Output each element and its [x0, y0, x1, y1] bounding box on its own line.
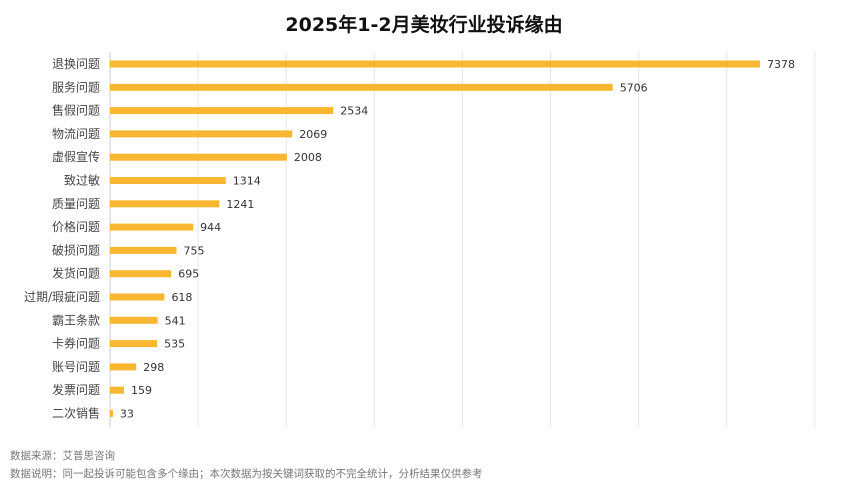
category-label: 过期/瑕疵问题 — [24, 289, 100, 304]
value-label: 159 — [131, 384, 152, 397]
grid-lines — [109, 52, 816, 428]
bars — [110, 60, 760, 417]
category-label: 价格问题 — [52, 219, 100, 234]
value-label: 695 — [178, 268, 199, 281]
bar — [110, 246, 177, 254]
value-label: 1241 — [226, 198, 254, 211]
bar — [110, 200, 220, 208]
value-label: 535 — [164, 338, 185, 351]
bar — [110, 340, 158, 348]
value-label: 944 — [200, 221, 221, 234]
value-labels: 7378 5706 2534 2069 2008 1314 1241 944 755 695 618… — [120, 58, 795, 421]
chart-title: 2025年1-2月美妆行业投诉缘由 — [285, 14, 563, 36]
value-label: 541 — [165, 314, 186, 327]
bar — [110, 270, 172, 278]
data-source-note: 数据来源：艾普思咨询 — [10, 450, 115, 462]
bar — [110, 177, 226, 184]
category-label: 售假问题 — [52, 103, 100, 118]
bar — [110, 130, 293, 138]
category-label: 物流问题 — [52, 127, 100, 141]
value-label: 1314 — [233, 175, 261, 188]
category-label: 发票问题 — [52, 382, 100, 397]
bar — [110, 293, 165, 301]
bar — [110, 83, 613, 91]
value-label: 298 — [143, 361, 164, 374]
category-label: 霸王条款 — [52, 313, 100, 327]
value-label: 2534 — [340, 105, 368, 118]
bar-chart: 退换问题服务问题售假问题物流问题虚假宣传致过敏质量问题价格问题破损问题发货问题过… — [24, 52, 816, 428]
bar — [110, 223, 194, 231]
value-label: 33 — [120, 408, 134, 421]
bar — [110, 316, 158, 324]
value-label: 7378 — [767, 58, 795, 71]
category-label: 退换问题 — [52, 57, 100, 71]
category-label: 账号问题 — [52, 360, 100, 374]
bar — [110, 386, 125, 394]
category-label: 虚假宣传 — [52, 149, 100, 164]
value-label: 2069 — [299, 128, 327, 141]
data-disclaimer-note: 数据说明：同一起投诉可能包含多个缘由；本次数据为按关键词获取的不完全统计，分析结… — [10, 468, 483, 480]
bar — [110, 107, 334, 115]
value-label: 755 — [184, 244, 205, 257]
category-label: 质量问题 — [52, 197, 100, 211]
category-label: 二次销售 — [52, 406, 100, 421]
value-label: 618 — [171, 291, 192, 304]
bar — [110, 363, 137, 371]
bar — [110, 410, 113, 417]
bar — [110, 153, 287, 161]
category-label: 破损问题 — [52, 242, 100, 257]
category-label: 致过敏 — [64, 173, 100, 188]
category-labels: 退换问题服务问题售假问题物流问题虚假宣传致过敏质量问题价格问题破损问题发货问题过… — [24, 57, 100, 421]
bar — [110, 60, 760, 68]
value-label: 2008 — [294, 151, 322, 164]
category-label: 发货问题 — [52, 266, 100, 281]
category-label: 服务问题 — [52, 79, 100, 94]
value-label: 5706 — [620, 81, 648, 94]
category-label: 卡券问题 — [52, 336, 100, 351]
